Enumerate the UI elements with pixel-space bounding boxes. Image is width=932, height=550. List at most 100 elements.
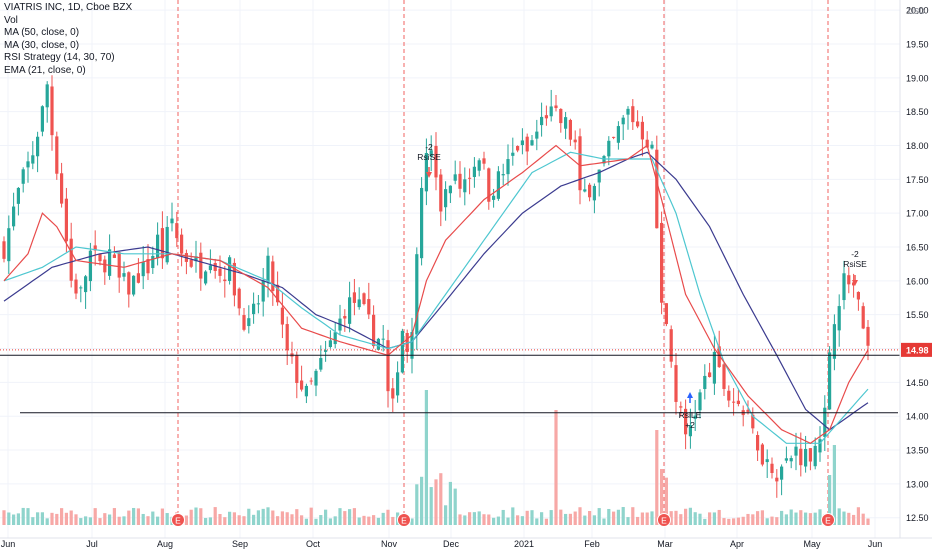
legend-title[interactable]: VIATRIS INC, 1D, Cboe BZX <box>4 2 133 13</box>
volume-bar <box>237 515 241 525</box>
volume-bar <box>69 510 73 525</box>
legend-vol[interactable]: Vol <box>4 14 18 26</box>
legend-rsi[interactable]: RSI Strategy (14, 30, 70) <box>4 52 115 63</box>
volume-bar <box>679 514 683 525</box>
volume-bar <box>290 514 294 525</box>
volume-bar <box>108 514 112 525</box>
volume-bar <box>132 507 136 525</box>
volume-bar <box>429 487 433 525</box>
legend-ema[interactable]: EMA (21, close, 0) <box>4 64 86 76</box>
candle-body <box>732 401 736 403</box>
candle-body <box>199 252 203 279</box>
candle-body <box>429 150 433 157</box>
volume-bar <box>98 518 102 525</box>
volume-bar <box>746 513 750 525</box>
candle-body <box>256 303 260 305</box>
volume-bar <box>256 510 260 525</box>
y-tick-label: 17.00 <box>906 209 929 219</box>
y-tick-label: 14.00 <box>906 412 929 422</box>
candle-body <box>103 259 107 273</box>
ma50-line <box>3 151 869 431</box>
candle-body <box>607 140 611 157</box>
candle-body <box>132 275 136 295</box>
candle-body <box>530 140 534 146</box>
candle-body <box>434 145 438 178</box>
earnings-marker-label-3: E <box>825 516 831 526</box>
volume-bar <box>837 508 841 525</box>
candle-body <box>463 179 467 193</box>
candle-body <box>208 265 212 271</box>
volume-bar <box>60 508 64 525</box>
candle-body <box>799 448 803 466</box>
volume-bar <box>588 511 592 525</box>
legend-ma30[interactable]: MA (30, close, 0) <box>4 39 80 51</box>
candle-body <box>21 169 25 184</box>
candle-body <box>93 245 97 251</box>
volume-bar <box>559 509 563 525</box>
price-axis[interactable]: 20.00 19.50 19.00 18.50 18.00 17.50 17.00 16.50… <box>899 0 932 538</box>
volume-bar <box>717 509 721 525</box>
candle-body <box>439 174 443 212</box>
candle-body <box>213 263 217 271</box>
candle-body <box>679 406 683 408</box>
volume-bar <box>861 513 865 525</box>
candle-body <box>141 262 145 277</box>
candle-body <box>218 268 222 276</box>
signal-label-1: +2 <box>685 420 695 430</box>
volume-bar <box>184 515 188 525</box>
candle-body <box>621 117 625 125</box>
candle-body <box>482 158 486 164</box>
x-tick-label: Dec <box>443 539 460 549</box>
volume-bar <box>583 515 587 525</box>
candle-body <box>410 332 414 359</box>
volume-bar <box>804 512 808 525</box>
volume-bar <box>343 511 347 525</box>
volume-bar <box>165 513 169 525</box>
signal-arrow-2 <box>852 280 858 286</box>
volume-bar <box>453 488 457 525</box>
volume-bar <box>722 518 726 525</box>
candle-body <box>496 171 500 199</box>
volume-bar <box>789 509 793 525</box>
signal-label-0: RsiSE <box>417 152 441 162</box>
volume-bar <box>372 515 376 525</box>
volume-bar <box>266 507 270 525</box>
volume-bar <box>103 513 107 525</box>
volume-bar <box>828 475 832 525</box>
volume-bar <box>208 517 212 525</box>
volume-bar <box>554 410 558 525</box>
candle-body <box>328 340 332 348</box>
volume-bar <box>357 517 361 525</box>
volume-bar <box>530 510 534 525</box>
volume-bar <box>223 517 227 525</box>
volume-bar <box>852 514 856 525</box>
candle-body <box>568 119 572 140</box>
time-axis[interactable]: Jun Jul Aug Sep Oct Nov Dec 2021 Feb Mar Apr May Jun <box>0 537 932 549</box>
candle-body <box>660 222 664 303</box>
candle-body <box>746 409 750 412</box>
volume-bar <box>2 510 6 525</box>
y-tick-label: 13.00 <box>906 479 929 489</box>
candle-body <box>242 315 246 330</box>
volume-bar <box>516 515 520 525</box>
horizontal-levels[interactable] <box>0 349 900 414</box>
candle-body <box>516 146 520 151</box>
volume-bar <box>496 516 500 525</box>
candle-body <box>343 316 347 319</box>
legend-ma50[interactable]: MA (50, close, 0) <box>4 27 80 38</box>
volume-bar <box>285 512 289 525</box>
candle-body <box>655 149 659 229</box>
candle-body <box>453 174 457 181</box>
volume-bar <box>338 508 342 525</box>
volume-bar <box>45 518 49 525</box>
last-price-badge <box>901 342 932 357</box>
candle-body <box>756 435 760 451</box>
volume-bar <box>621 507 625 525</box>
volume-bar <box>391 516 395 525</box>
candle-body <box>760 444 764 465</box>
candle-body <box>170 218 174 224</box>
x-tick-label: Oct <box>306 539 321 549</box>
